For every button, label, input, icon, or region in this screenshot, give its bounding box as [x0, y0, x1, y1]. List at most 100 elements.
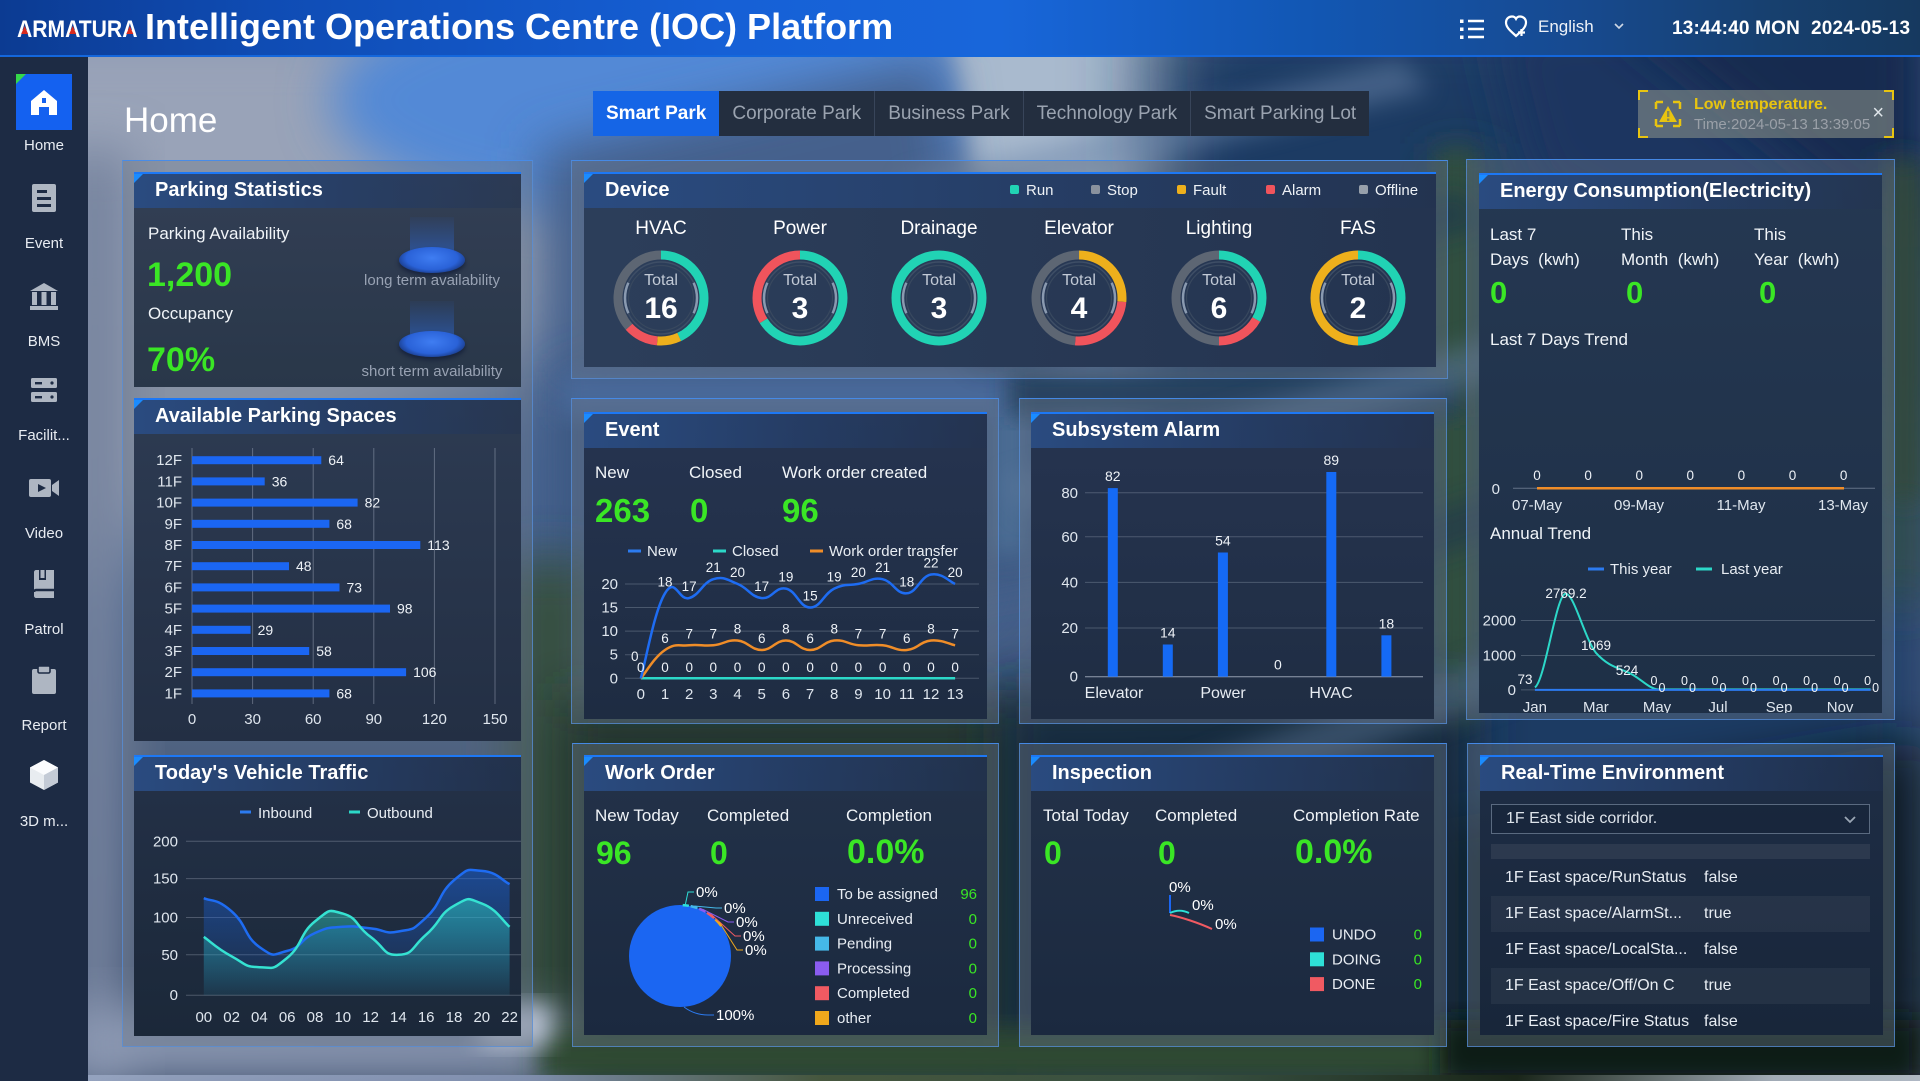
- svg-text:20: 20: [730, 565, 745, 580]
- svg-text:1000: 1000: [1483, 648, 1516, 665]
- svg-text:12F: 12F: [156, 452, 182, 469]
- svg-text:0: 0: [1872, 681, 1879, 695]
- svg-text:0: 0: [1803, 674, 1810, 688]
- svg-text:12: 12: [923, 686, 940, 703]
- svg-text:4: 4: [733, 686, 741, 703]
- svg-text:0%: 0%: [745, 942, 767, 959]
- svg-text:0: 0: [969, 936, 977, 953]
- svg-text:68: 68: [336, 685, 352, 701]
- svg-text:7: 7: [806, 686, 814, 703]
- svg-text:7: 7: [951, 626, 959, 641]
- svg-text:0: 0: [1492, 481, 1500, 498]
- svg-text:20: 20: [948, 565, 963, 580]
- svg-text:30: 30: [244, 711, 261, 728]
- svg-text:200: 200: [153, 833, 178, 850]
- svg-text:0: 0: [1689, 681, 1696, 695]
- svg-text:7F: 7F: [164, 558, 182, 575]
- svg-text:0: 0: [903, 660, 911, 675]
- svg-text:0: 0: [782, 660, 790, 675]
- svg-text:17: 17: [682, 579, 697, 594]
- svg-text:7: 7: [879, 626, 887, 641]
- svg-text:0: 0: [879, 660, 887, 675]
- svg-text:0: 0: [1414, 976, 1422, 993]
- svg-text:0: 0: [1738, 468, 1746, 483]
- svg-text:New: New: [647, 543, 677, 560]
- svg-text:10F: 10F: [156, 495, 182, 512]
- svg-text:5: 5: [610, 647, 618, 664]
- svg-text:DOING: DOING: [1332, 951, 1381, 968]
- svg-text:8: 8: [927, 622, 935, 637]
- svg-text:Outbound: Outbound: [367, 805, 433, 822]
- svg-text:0: 0: [637, 686, 645, 703]
- svg-text:82: 82: [365, 495, 381, 511]
- svg-text:Pending: Pending: [837, 936, 892, 953]
- svg-text:0: 0: [1773, 674, 1780, 688]
- svg-text:22: 22: [501, 1009, 518, 1026]
- svg-text:To be assigned: To be assigned: [837, 886, 938, 903]
- svg-text:0: 0: [1781, 681, 1788, 695]
- svg-text:10: 10: [334, 1009, 351, 1026]
- svg-text:0: 0: [1720, 681, 1727, 695]
- svg-text:0%: 0%: [1215, 916, 1237, 933]
- svg-text:11-May: 11-May: [1717, 497, 1766, 514]
- svg-text:04: 04: [251, 1009, 268, 1026]
- svg-text:Closed: Closed: [732, 543, 779, 560]
- svg-text:0: 0: [188, 711, 196, 728]
- svg-text:00: 00: [195, 1009, 212, 1026]
- svg-text:0%: 0%: [724, 900, 746, 917]
- svg-text:0: 0: [806, 660, 814, 675]
- svg-text:90: 90: [365, 711, 382, 728]
- svg-text:Last year: Last year: [1721, 561, 1783, 578]
- svg-text:19: 19: [827, 570, 842, 585]
- svg-text:21: 21: [706, 560, 721, 575]
- svg-text:0: 0: [1681, 674, 1688, 688]
- svg-text:1F: 1F: [164, 685, 182, 702]
- svg-text:3: 3: [709, 686, 717, 703]
- svg-text:0%: 0%: [696, 884, 718, 901]
- svg-text:0: 0: [1789, 468, 1797, 483]
- svg-text:0: 0: [951, 660, 959, 675]
- svg-text:5F: 5F: [164, 601, 182, 618]
- svg-text:Work order transfer: Work order transfer: [829, 543, 958, 560]
- svg-text:Jan: Jan: [1523, 699, 1547, 713]
- svg-text:2F: 2F: [164, 664, 182, 681]
- svg-text:0: 0: [1651, 674, 1658, 688]
- svg-text:0: 0: [1834, 674, 1841, 688]
- svg-text:Sep: Sep: [1766, 699, 1793, 713]
- svg-text:80: 80: [1061, 485, 1078, 502]
- svg-text:6: 6: [758, 631, 766, 646]
- svg-text:40: 40: [1061, 574, 1078, 591]
- svg-text:13-May: 13-May: [1818, 497, 1869, 514]
- svg-text:DONE: DONE: [1332, 976, 1375, 993]
- svg-text:54: 54: [1215, 533, 1231, 549]
- svg-text:113: 113: [427, 537, 450, 553]
- svg-text:0: 0: [637, 660, 645, 675]
- svg-text:UNDO: UNDO: [1332, 927, 1376, 944]
- svg-text:4F: 4F: [164, 622, 182, 639]
- svg-text:0%: 0%: [1169, 879, 1191, 896]
- svg-text:0: 0: [1584, 468, 1592, 483]
- svg-text:0: 0: [1811, 681, 1818, 695]
- svg-text:11F: 11F: [157, 473, 182, 490]
- svg-text:0: 0: [969, 1010, 977, 1027]
- svg-text:2: 2: [685, 686, 693, 703]
- svg-text:This year: This year: [1610, 561, 1672, 578]
- svg-text:08: 08: [307, 1009, 324, 1026]
- svg-text:10: 10: [874, 686, 891, 703]
- svg-text:11: 11: [899, 686, 915, 703]
- svg-text:0: 0: [1274, 657, 1282, 673]
- svg-text:60: 60: [305, 711, 322, 728]
- svg-text:98: 98: [397, 601, 413, 617]
- svg-text:0: 0: [1687, 468, 1695, 483]
- svg-text:6: 6: [806, 631, 814, 646]
- svg-text:0: 0: [1659, 681, 1666, 695]
- svg-text:Inbound: Inbound: [258, 805, 312, 822]
- svg-text:50: 50: [161, 947, 178, 964]
- svg-text:64: 64: [328, 452, 344, 468]
- svg-text:0: 0: [631, 649, 639, 664]
- svg-text:10: 10: [601, 623, 618, 640]
- svg-text:15: 15: [803, 589, 818, 604]
- svg-text:13: 13: [947, 686, 964, 703]
- svg-text:0: 0: [969, 985, 977, 1002]
- svg-text:14: 14: [1160, 625, 1176, 641]
